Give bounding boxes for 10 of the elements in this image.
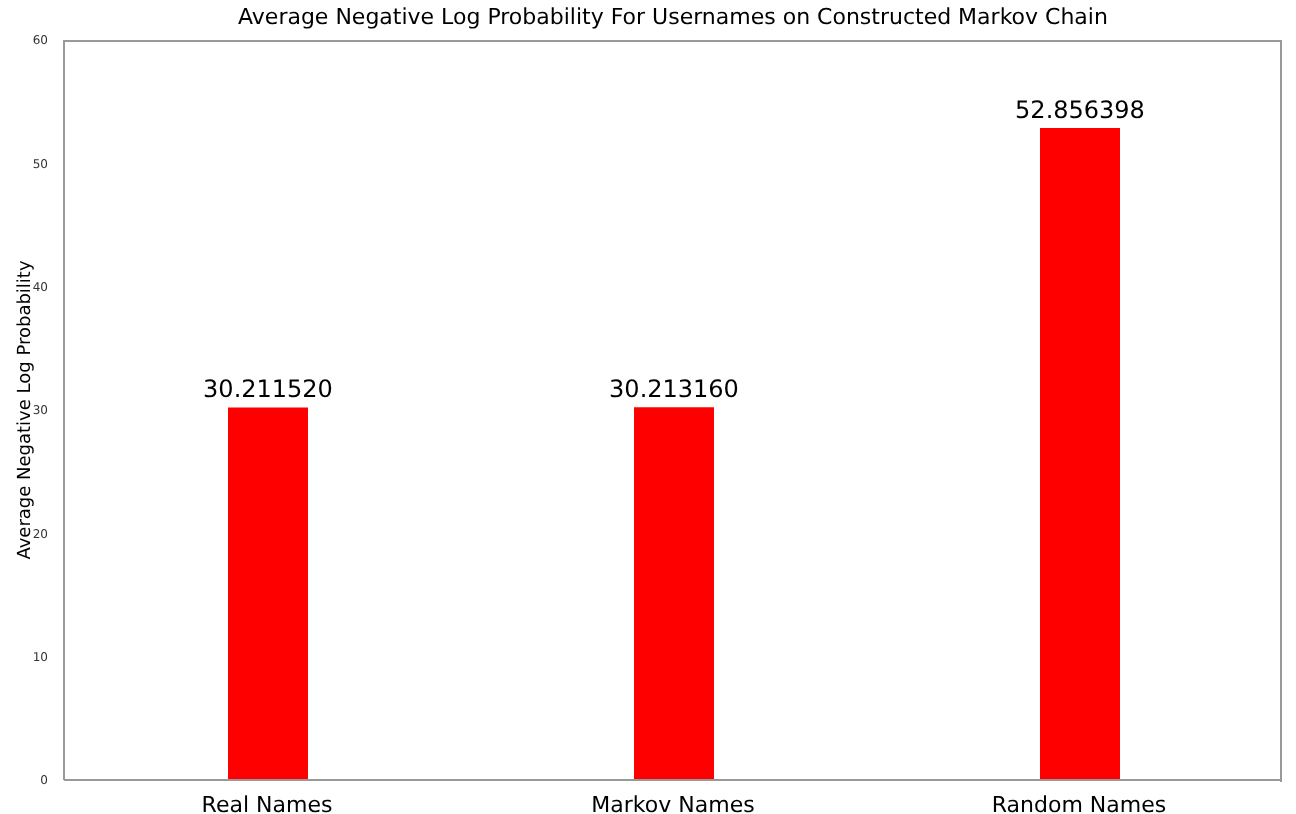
- x-tick-label: Real Names: [201, 791, 333, 814]
- data-label: 30.213160: [609, 375, 739, 404]
- data-label: 30.211520: [203, 375, 333, 404]
- bar: [1040, 128, 1120, 780]
- data-label: 52.856398: [1015, 96, 1145, 125]
- x-tick-label: Random Names: [991, 791, 1167, 814]
- bar: [634, 407, 714, 780]
- bar: [228, 407, 308, 780]
- chart-title: Average Negative Log Probability For Usernames on Constructed Markov Chain: [236, 4, 1110, 30]
- x-tick-label: Markov Names: [591, 791, 756, 814]
